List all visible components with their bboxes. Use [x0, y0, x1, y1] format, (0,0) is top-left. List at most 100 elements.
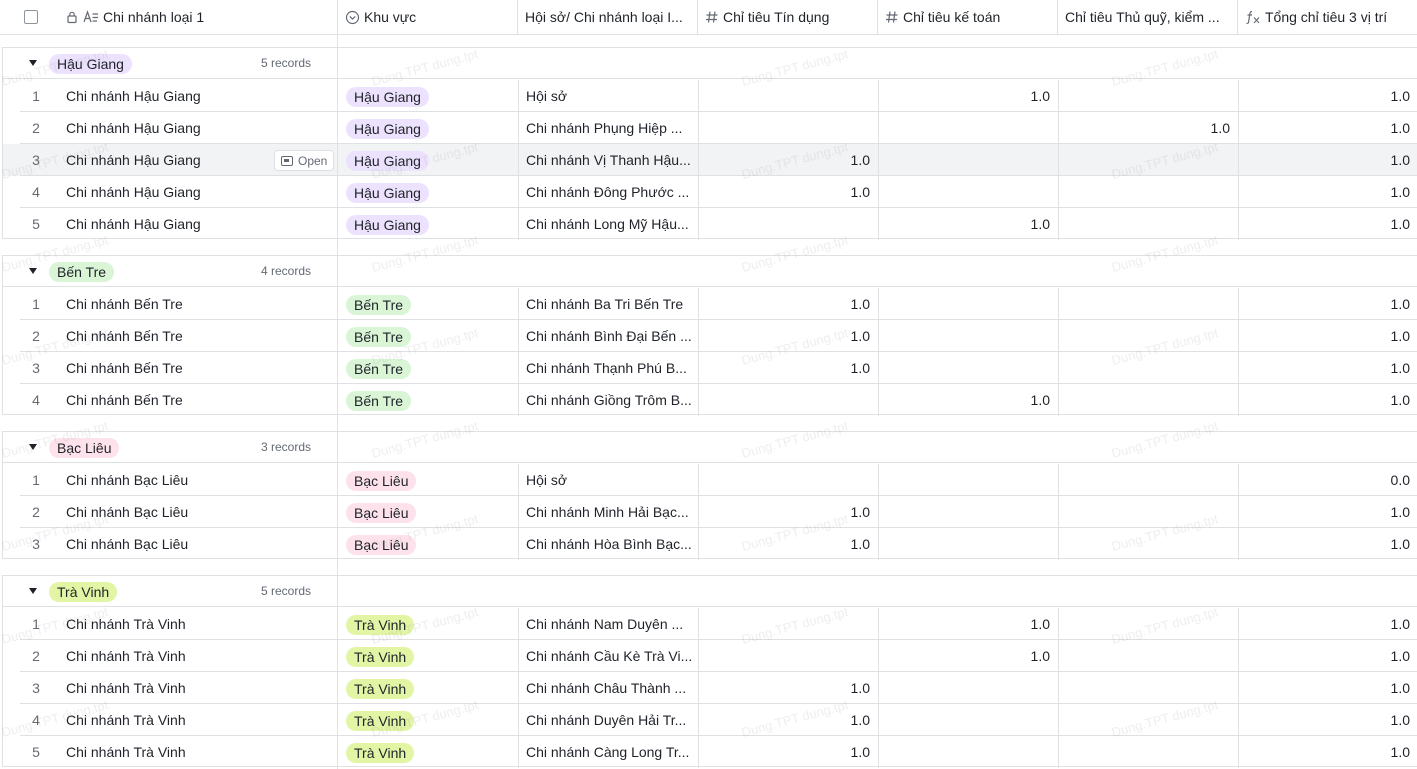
- cell-office[interactable]: Hội sở: [526, 88, 568, 104]
- table-row[interactable]: 1 Chi nhánh Hậu Giang Hậu Giang Hội sở 1.0 1.…: [3, 80, 1417, 112]
- cell-branch[interactable]: Chi nhánh Trà Vinh: [66, 712, 186, 728]
- cell-branch[interactable]: Chi nhánh Trà Vinh: [66, 680, 186, 696]
- cell-accounting[interactable]: [878, 144, 1056, 176]
- table-row[interactable]: 1 Chi nhánh Bến Tre Bến Tre Chi nhánh Ba Tr…: [3, 288, 1417, 320]
- cell-accounting[interactable]: [878, 736, 1056, 768]
- cell-region[interactable]: Hậu Giang: [346, 176, 518, 208]
- cell-office[interactable]: Chi nhánh Đông Phước ...: [526, 184, 690, 200]
- cell-credit[interactable]: [698, 208, 876, 240]
- cell-region[interactable]: Trà Vinh: [346, 608, 518, 640]
- cell-accounting[interactable]: 1.0: [1030, 392, 1050, 408]
- cell-branch[interactable]: Chi nhánh Bến Tre: [66, 328, 183, 344]
- cell-region[interactable]: Bến Tre: [346, 352, 518, 384]
- cell-region[interactable]: Hậu Giang: [346, 208, 518, 240]
- cell-region[interactable]: Bạc Liêu: [346, 464, 518, 496]
- cell-office[interactable]: Hội sở: [526, 472, 568, 488]
- cell-credit[interactable]: 1.0: [850, 360, 870, 376]
- cell-cashier[interactable]: 1.0: [1210, 120, 1230, 136]
- cell-branch[interactable]: Chi nhánh Trà Vinh: [66, 744, 186, 760]
- cell-branch[interactable]: Chi nhánh Bạc Liêu: [66, 536, 189, 552]
- caret-down-icon[interactable]: [29, 588, 37, 594]
- cell-region[interactable]: Hậu Giang: [346, 80, 518, 112]
- cell-accounting[interactable]: [878, 704, 1056, 736]
- table-row[interactable]: 5 Chi nhánh Trà Vinh Trà Vinh Chi nhánh Càn…: [3, 736, 1417, 768]
- group-header[interactable]: Bạc Liêu 3 records: [3, 432, 1417, 463]
- cell-cashier[interactable]: [1058, 144, 1236, 176]
- table-row[interactable]: 4 Chi nhánh Trà Vinh Trà Vinh Chi nhánh Duy…: [3, 704, 1417, 736]
- column-header-credit[interactable]: Chỉ tiêu Tín dụng: [697, 0, 877, 34]
- table-row[interactable]: 3 Chi nhánh Bạc Liêu Bạc Liêu Chi nhánh Hòa…: [3, 528, 1417, 560]
- cell-accounting[interactable]: [878, 352, 1056, 384]
- cell-cashier[interactable]: [1058, 288, 1236, 320]
- cell-office[interactable]: Chi nhánh Minh Hải Bạc...: [526, 504, 689, 520]
- caret-down-icon[interactable]: [29, 60, 37, 66]
- cell-credit[interactable]: 1.0: [850, 536, 870, 552]
- cell-credit[interactable]: [698, 384, 876, 416]
- cell-office[interactable]: Chi nhánh Ba Tri Bến Tre: [526, 296, 684, 312]
- cell-cashier[interactable]: [1058, 736, 1236, 768]
- column-header-total[interactable]: Tổng chỉ tiêu 3 vị trí: [1237, 0, 1417, 34]
- cell-accounting[interactable]: [878, 496, 1056, 528]
- table-row[interactable]: 4 Chi nhánh Bến Tre Bến Tre Chi nhánh Giồng…: [3, 384, 1417, 416]
- group-header[interactable]: Bến Tre 4 records: [3, 256, 1417, 287]
- cell-region[interactable]: Hậu Giang: [346, 144, 518, 176]
- cell-credit[interactable]: 1.0: [850, 184, 870, 200]
- cell-office[interactable]: Chi nhánh Càng Long Tr...: [526, 744, 690, 760]
- table-row[interactable]: 4 Chi nhánh Hậu Giang Hậu Giang Chi nhánh Đ…: [3, 176, 1417, 208]
- cell-region[interactable]: Trà Vinh: [346, 704, 518, 736]
- cell-accounting[interactable]: [878, 320, 1056, 352]
- table-row[interactable]: 2 Chi nhánh Bến Tre Bến Tre Chi nhánh Bình …: [3, 320, 1417, 352]
- cell-office[interactable]: Chi nhánh Phụng Hiệp ...: [526, 120, 683, 136]
- cell-office[interactable]: Chi nhánh Giồng Trôm B...: [526, 392, 692, 408]
- cell-credit[interactable]: 1.0: [850, 328, 870, 344]
- group-header[interactable]: Hậu Giang 5 records: [3, 48, 1417, 79]
- cell-region[interactable]: Hậu Giang: [346, 112, 518, 144]
- cell-accounting[interactable]: [878, 528, 1056, 560]
- cell-region[interactable]: Trà Vinh: [346, 736, 518, 768]
- cell-branch[interactable]: Chi nhánh Trà Vinh: [66, 616, 186, 632]
- cell-cashier[interactable]: [1058, 384, 1236, 416]
- table-row[interactable]: 2 Chi nhánh Bạc Liêu Bạc Liêu Chi nhánh Min…: [3, 496, 1417, 528]
- caret-down-icon[interactable]: [29, 444, 37, 450]
- cell-cashier[interactable]: [1058, 176, 1236, 208]
- cell-branch[interactable]: Chi nhánh Hậu Giang: [66, 216, 201, 232]
- table-row[interactable]: 3 Chi nhánh Hậu Giang Open Hậu Giang Chi nhá…: [3, 144, 1417, 176]
- column-header-office[interactable]: Hội sở/ Chi nhánh loại I...: [517, 0, 697, 34]
- cell-accounting[interactable]: [878, 176, 1056, 208]
- cell-credit[interactable]: [698, 608, 876, 640]
- cell-office[interactable]: Chi nhánh Cầu Kè Trà Vi...: [526, 648, 693, 664]
- cell-branch[interactable]: Chi nhánh Hậu Giang: [66, 88, 201, 104]
- select-all-checkbox[interactable]: [24, 0, 48, 34]
- cell-credit[interactable]: 1.0: [850, 152, 870, 168]
- cell-accounting[interactable]: 1.0: [1030, 648, 1050, 664]
- column-header-cashier[interactable]: Chỉ tiêu Thủ quỹ, kiểm ...: [1057, 0, 1237, 34]
- cell-cashier[interactable]: [1058, 464, 1236, 496]
- cell-branch[interactable]: Chi nhánh Trà Vinh: [66, 648, 186, 664]
- cell-cashier[interactable]: [1058, 352, 1236, 384]
- cell-office[interactable]: Chi nhánh Nam Duyên ...: [526, 616, 684, 632]
- cell-accounting[interactable]: 1.0: [1030, 216, 1050, 232]
- cell-branch[interactable]: Chi nhánh Bến Tre: [66, 392, 183, 408]
- cell-region[interactable]: Bến Tre: [346, 384, 518, 416]
- cell-credit[interactable]: [698, 464, 876, 496]
- cell-region[interactable]: Trà Vinh: [346, 640, 518, 672]
- cell-credit[interactable]: 1.0: [850, 712, 870, 728]
- cell-region[interactable]: Bạc Liêu: [346, 496, 518, 528]
- cell-credit[interactable]: 1.0: [850, 296, 870, 312]
- cell-credit[interactable]: 1.0: [850, 744, 870, 760]
- table-row[interactable]: 1 Chi nhánh Bạc Liêu Bạc Liêu Hội sở 0.0: [3, 464, 1417, 496]
- cell-office[interactable]: Chi nhánh Châu Thành ...: [526, 680, 687, 696]
- cell-office[interactable]: Chi nhánh Hòa Bình Bạc...: [526, 536, 692, 552]
- cell-cashier[interactable]: [1058, 320, 1236, 352]
- cell-accounting[interactable]: [878, 464, 1056, 496]
- cell-branch[interactable]: Chi nhánh Hậu Giang: [66, 120, 201, 136]
- cell-cashier[interactable]: [1058, 528, 1236, 560]
- open-record-button[interactable]: Open: [274, 150, 335, 171]
- cell-branch[interactable]: Chi nhánh Bến Tre: [66, 296, 183, 312]
- cell-accounting[interactable]: [878, 672, 1056, 704]
- cell-credit[interactable]: [698, 112, 876, 144]
- cell-cashier[interactable]: [1058, 608, 1236, 640]
- column-header-region[interactable]: Khu vực: [337, 0, 517, 34]
- cell-credit[interactable]: 1.0: [850, 504, 870, 520]
- column-header-branch[interactable]: Chi nhánh loại 1: [57, 0, 337, 34]
